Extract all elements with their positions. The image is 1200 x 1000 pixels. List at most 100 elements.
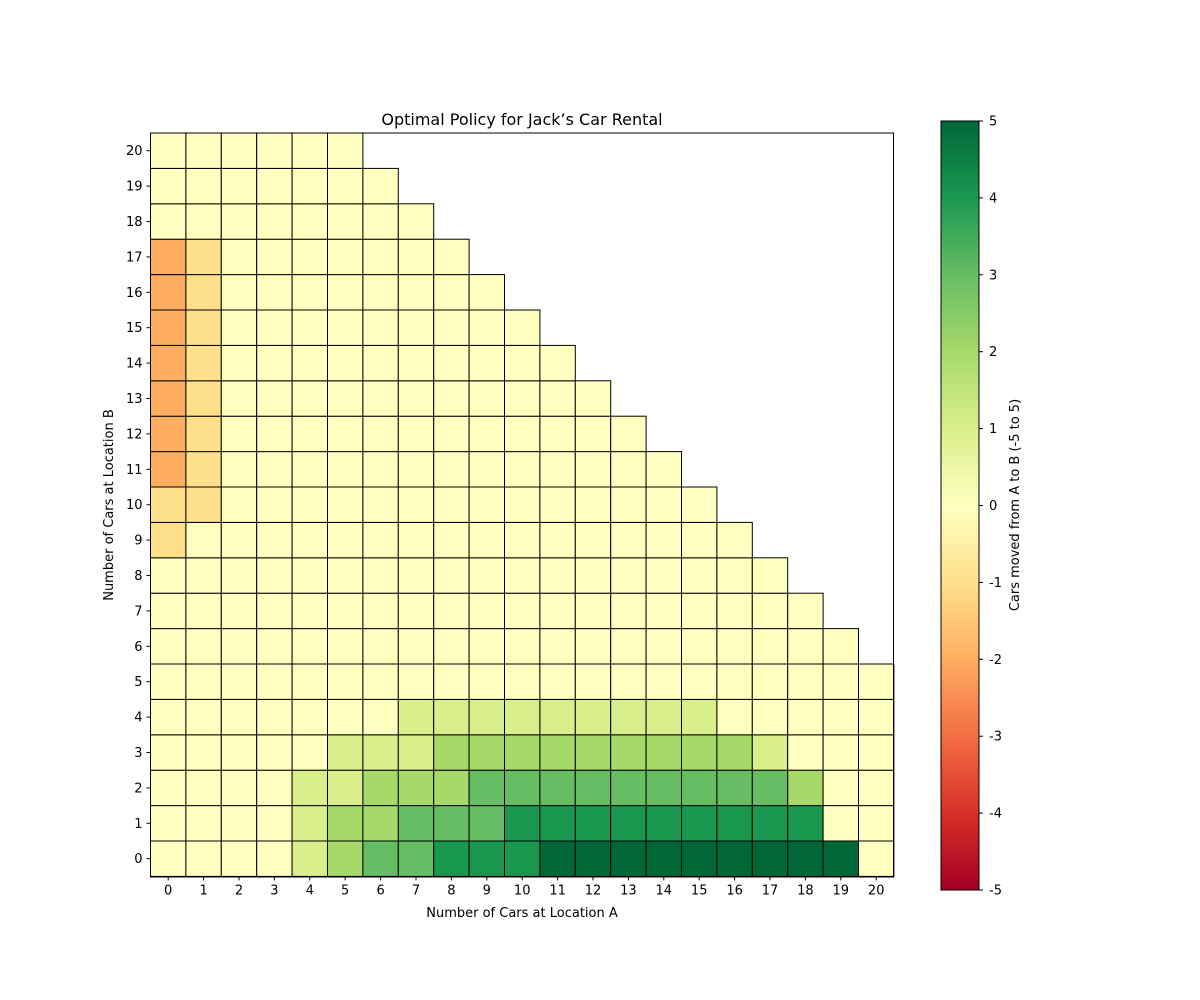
heatmap-cell xyxy=(504,734,541,771)
heatmap-cell xyxy=(468,663,506,700)
heatmap-cell xyxy=(327,521,364,559)
heatmap-cell xyxy=(185,238,222,276)
heatmap-cell xyxy=(220,734,258,771)
heatmap-cell xyxy=(610,592,647,630)
heatmap-cell xyxy=(504,840,541,877)
heatmap-cell xyxy=(645,769,682,807)
heatmap-cell xyxy=(327,628,364,665)
heatmap-cell xyxy=(362,769,399,807)
heatmap-cell xyxy=(468,557,506,594)
heatmap-cell xyxy=(397,521,435,559)
heatmap-cell xyxy=(433,309,470,346)
chart-title: Optimal Policy for Jack’s Car Rental xyxy=(381,110,662,129)
heatmap-cell xyxy=(539,628,576,665)
heatmap-cell xyxy=(362,521,399,559)
heatmap-cell xyxy=(185,274,222,311)
heatmap-cell xyxy=(327,663,364,700)
heatmap-cell xyxy=(185,769,222,807)
heatmap-cell xyxy=(681,592,718,630)
heatmap-cell xyxy=(858,840,895,877)
x-tick-label: 15 xyxy=(691,883,708,898)
heatmap-cell xyxy=(716,840,753,877)
heatmap-cell xyxy=(185,451,222,488)
heatmap-cell xyxy=(787,734,824,771)
heatmap-cell xyxy=(185,380,222,417)
heatmap-cell xyxy=(397,805,435,842)
heatmap-cell xyxy=(681,840,718,877)
heatmap-cell xyxy=(468,805,506,842)
heatmap-cell xyxy=(291,592,329,630)
heatmap-cell xyxy=(327,238,364,276)
heatmap-cell xyxy=(327,380,364,417)
heatmap-cell xyxy=(397,274,435,311)
heatmap-cell xyxy=(150,415,187,453)
y-tick-label: 12 xyxy=(126,427,143,442)
x-tick-label: 2 xyxy=(235,883,243,898)
heatmap-cell xyxy=(397,451,435,488)
x-tick-label: 14 xyxy=(656,883,673,898)
heatmap-cell xyxy=(681,663,718,700)
heatmap-cell xyxy=(362,451,399,488)
heatmap-cell xyxy=(397,840,435,877)
heatmap-cell xyxy=(362,805,399,842)
heatmap-cell xyxy=(539,451,576,488)
heatmap-cell xyxy=(362,415,399,453)
heatmap-cell xyxy=(504,628,541,665)
heatmap-cell xyxy=(256,451,293,488)
heatmap-cell xyxy=(256,628,293,665)
heatmap-cell xyxy=(327,769,364,807)
heatmap-cell xyxy=(468,274,506,311)
heatmap-cell xyxy=(150,734,187,771)
colorbar-tick-label: 0 xyxy=(989,499,997,514)
heatmap-cell xyxy=(681,805,718,842)
heatmap-cell xyxy=(185,167,222,205)
heatmap-cell xyxy=(681,628,718,665)
heatmap-cell xyxy=(362,628,399,665)
heatmap-cell xyxy=(610,663,647,700)
heatmap-cell xyxy=(716,769,753,807)
heatmap-cell xyxy=(574,592,612,630)
heatmap-cell xyxy=(751,592,789,630)
heatmap-cell xyxy=(185,557,222,594)
heatmap-cell xyxy=(327,132,364,169)
x-tick-label: 20 xyxy=(868,883,885,898)
heatmap-cell xyxy=(150,805,187,842)
heatmap-cell xyxy=(327,734,364,771)
heatmap-cell xyxy=(397,663,435,700)
heatmap-cell xyxy=(433,486,470,523)
colorbar-ticks: -5 -4 -3 -2 -1 0 1 2 3 4 5 xyxy=(979,115,1002,899)
heatmap-cell xyxy=(574,521,612,559)
heatmap-cell xyxy=(397,486,435,523)
heatmap-cell xyxy=(220,415,258,453)
y-tick-label: 6 xyxy=(134,640,142,655)
heatmap-cell xyxy=(574,734,612,771)
heatmap-cell xyxy=(220,663,258,700)
heatmap-cell xyxy=(645,486,682,523)
heatmap-cell xyxy=(291,309,329,346)
colorbar-tick-label: -4 xyxy=(989,807,1002,822)
heatmap-cell xyxy=(468,628,506,665)
heatmap-cell xyxy=(645,521,682,559)
heatmap-cell xyxy=(504,344,541,382)
x-tick-label: 0 xyxy=(164,883,172,898)
heatmap-cell xyxy=(150,132,187,169)
heatmap-cell xyxy=(185,132,222,169)
heatmap-cell xyxy=(256,309,293,346)
heatmap-cell xyxy=(822,698,859,736)
heatmap-cell xyxy=(433,628,470,665)
heatmap-cell xyxy=(185,344,222,382)
heatmap-cell xyxy=(291,344,329,382)
heatmap-cell xyxy=(220,167,258,205)
heatmap-cell xyxy=(397,415,435,453)
heatmap-cell xyxy=(645,557,682,594)
y-tick-label: 3 xyxy=(134,746,142,761)
heatmap-cell xyxy=(751,734,789,771)
heatmap-cell xyxy=(150,380,187,417)
heatmap-cell xyxy=(610,805,647,842)
heatmap-cell xyxy=(397,628,435,665)
heatmap-cell xyxy=(858,663,895,700)
colorbar-tick-label: 1 xyxy=(989,422,997,437)
heatmap-cell xyxy=(433,344,470,382)
heatmap-cell xyxy=(858,698,895,736)
heatmap-cell xyxy=(539,840,576,877)
